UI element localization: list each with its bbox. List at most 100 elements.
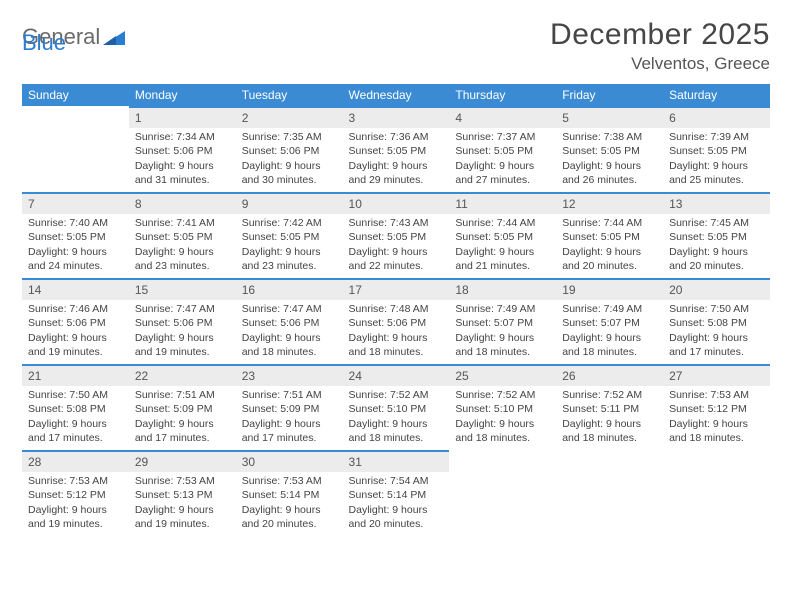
day-details: Sunrise: 7:50 AMSunset: 5:08 PMDaylight:… (663, 300, 770, 363)
day-number: 26 (556, 364, 663, 386)
day-number: 19 (556, 278, 663, 300)
sunrise-line: Sunrise: 7:45 AM (669, 216, 764, 230)
day-number: 11 (449, 192, 556, 214)
daylight-line: Daylight: 9 hours and 18 minutes. (669, 417, 764, 445)
sunset-line: Sunset: 5:05 PM (135, 230, 230, 244)
sunset-line: Sunset: 5:05 PM (242, 230, 337, 244)
daylight-line: Daylight: 9 hours and 22 minutes. (349, 245, 444, 273)
sunset-line: Sunset: 5:12 PM (28, 488, 123, 502)
daylight-line: Daylight: 9 hours and 23 minutes. (242, 245, 337, 273)
day-details: Sunrise: 7:53 AMSunset: 5:12 PMDaylight:… (663, 386, 770, 449)
sunrise-line: Sunrise: 7:38 AM (562, 130, 657, 144)
day-details: Sunrise: 7:46 AMSunset: 5:06 PMDaylight:… (22, 300, 129, 363)
day-number: 18 (449, 278, 556, 300)
day-details: Sunrise: 7:44 AMSunset: 5:05 PMDaylight:… (449, 214, 556, 277)
daylight-line: Daylight: 9 hours and 25 minutes. (669, 159, 764, 187)
daylight-line: Daylight: 9 hours and 26 minutes. (562, 159, 657, 187)
day-details: Sunrise: 7:47 AMSunset: 5:06 PMDaylight:… (236, 300, 343, 363)
day-details: Sunrise: 7:44 AMSunset: 5:05 PMDaylight:… (556, 214, 663, 277)
calendar-day-cell: .. (556, 450, 663, 536)
calendar-day-cell: 25Sunrise: 7:52 AMSunset: 5:10 PMDayligh… (449, 364, 556, 450)
day-details: Sunrise: 7:35 AMSunset: 5:06 PMDaylight:… (236, 128, 343, 191)
calendar-day-cell: 28 Sunrise: 7:53 AMSunset: 5:12 PMDayligh… (22, 450, 129, 536)
daylight-line: Daylight: 9 hours and 19 minutes. (28, 503, 123, 531)
calendar-day-cell: 9Sunrise: 7:42 AMSunset: 5:05 PMDaylight… (236, 192, 343, 278)
calendar-week-row: 21Sunrise: 7:50 AMSunset: 5:08 PMDayligh… (22, 364, 770, 450)
calendar-day-cell: 7Sunrise: 7:40 AMSunset: 5:05 PMDaylight… (22, 192, 129, 278)
month-title: December 2025 (550, 18, 770, 52)
calendar-day-cell: 2Sunrise: 7:35 AMSunset: 5:06 PMDaylight… (236, 106, 343, 192)
day-details: Sunrise: 7:36 AMSunset: 5:05 PMDaylight:… (343, 128, 450, 191)
calendar-week-row: 28Sunrise: 7:53 AMSunset: 5:12 PMDayligh… (22, 450, 770, 536)
day-number: 7 (22, 192, 129, 214)
daylight-line: Daylight: 9 hours and 18 minutes. (242, 331, 337, 359)
day-number: 22 (129, 364, 236, 386)
calendar-day-cell: 22Sunrise: 7:51 AMSunset: 5:09 PMDayligh… (129, 364, 236, 450)
day-details: Sunrise: 7:40 AMSunset: 5:05 PMDaylight:… (22, 214, 129, 277)
weekday-header: Saturday (663, 84, 770, 106)
day-details: Sunrise: 7:38 AMSunset: 5:05 PMDaylight:… (556, 128, 663, 191)
weekday-header: Thursday (449, 84, 556, 106)
sunset-line: Sunset: 5:05 PM (349, 230, 444, 244)
day-details: Sunrise: 7:49 AMSunset: 5:07 PMDaylight:… (556, 300, 663, 363)
sunset-line: Sunset: 5:05 PM (349, 144, 444, 158)
page-header: General December 2025 Velventos, Greece (22, 18, 770, 74)
daylight-line: Daylight: 9 hours and 20 minutes. (349, 503, 444, 531)
calendar-day-cell: 26Sunrise: 7:52 AMSunset: 5:11 PMDayligh… (556, 364, 663, 450)
day-number: 31 (343, 450, 450, 472)
day-details: Sunrise: 7:50 AMSunset: 5:08 PMDaylight:… (22, 386, 129, 449)
calendar-day-cell: 17Sunrise: 7:48 AMSunset: 5:06 PMDayligh… (343, 278, 450, 364)
day-details: Sunrise: 7:53 AMSunset: 5:13 PMDaylight:… (129, 472, 236, 535)
calendar-day-cell: 24Sunrise: 7:52 AMSunset: 5:10 PMDayligh… (343, 364, 450, 450)
logo-triangle-icon (103, 31, 125, 45)
title-block: December 2025 Velventos, Greece (550, 18, 770, 74)
day-number: 29 (129, 450, 236, 472)
day-number: 23 (236, 364, 343, 386)
day-details: Sunrise: 7:43 AMSunset: 5:05 PMDaylight:… (343, 214, 450, 277)
calendar-day-cell: 3Sunrise: 7:36 AMSunset: 5:05 PMDaylight… (343, 106, 450, 192)
calendar-day-cell: 18Sunrise: 7:49 AMSunset: 5:07 PMDayligh… (449, 278, 556, 364)
calendar-day-cell: 1Sunrise: 7:34 AMSunset: 5:06 PMDaylight… (129, 106, 236, 192)
day-number: 14 (22, 278, 129, 300)
calendar-day-cell: 8 Sunrise: 7:41 AMSunset: 5:05 PMDaylight… (129, 192, 236, 278)
sunrise-line: Sunrise: 7:50 AM (669, 302, 764, 316)
sunset-line: Sunset: 5:05 PM (669, 144, 764, 158)
day-details: Sunrise: 7:47 AMSunset: 5:06 PMDaylight:… (129, 300, 236, 363)
sunrise-line: Sunrise: 7:53 AM (28, 474, 123, 488)
daylight-line: Daylight: 9 hours and 23 minutes. (135, 245, 230, 273)
daylight-line: Daylight: 9 hours and 18 minutes. (562, 331, 657, 359)
sunset-line: Sunset: 5:11 PM (562, 402, 657, 416)
daylight-line: Daylight: 9 hours and 21 minutes. (455, 245, 550, 273)
day-details: Sunrise: 7:52 AMSunset: 5:11 PMDaylight:… (556, 386, 663, 449)
day-details: Sunrise: 7:34 AMSunset: 5:06 PMDaylight:… (129, 128, 236, 191)
day-number: 25 (449, 364, 556, 386)
sunset-line: Sunset: 5:14 PM (349, 488, 444, 502)
sunrise-line: Sunrise: 7:35 AM (242, 130, 337, 144)
day-details: Sunrise: 7:51 AMSunset: 5:09 PMDaylight:… (236, 386, 343, 449)
daylight-line: Daylight: 9 hours and 17 minutes. (669, 331, 764, 359)
sunset-line: Sunset: 5:05 PM (455, 230, 550, 244)
sunset-line: Sunset: 5:06 PM (349, 316, 444, 330)
sunrise-line: Sunrise: 7:49 AM (562, 302, 657, 316)
day-details: Sunrise: 7:49 AMSunset: 5:07 PMDaylight:… (449, 300, 556, 363)
weekday-header: Wednesday (343, 84, 450, 106)
daylight-line: Daylight: 9 hours and 18 minutes. (349, 331, 444, 359)
calendar-day-cell: 30Sunrise: 7:53 AMSunset: 5:14 PMDayligh… (236, 450, 343, 536)
day-number: 12 (556, 192, 663, 214)
calendar-day-cell: 15Sunrise: 7:47 AMSunset: 5:06 PMDayligh… (129, 278, 236, 364)
daylight-line: Daylight: 9 hours and 20 minutes. (562, 245, 657, 273)
sunrise-line: Sunrise: 7:47 AM (242, 302, 337, 316)
sunrise-line: Sunrise: 7:44 AM (455, 216, 550, 230)
sunset-line: Sunset: 5:05 PM (455, 144, 550, 158)
calendar-day-cell: 5Sunrise: 7:38 AMSunset: 5:05 PMDaylight… (556, 106, 663, 192)
calendar-day-cell: 29Sunrise: 7:53 AMSunset: 5:13 PMDayligh… (129, 450, 236, 536)
day-number: 1 (129, 106, 236, 128)
sunrise-line: Sunrise: 7:41 AM (135, 216, 230, 230)
day-number: 27 (663, 364, 770, 386)
day-number: 28 (22, 450, 129, 472)
sunrise-line: Sunrise: 7:34 AM (135, 130, 230, 144)
day-number: 8 (129, 192, 236, 214)
sunset-line: Sunset: 5:05 PM (669, 230, 764, 244)
calendar-day-cell: 4Sunrise: 7:37 AMSunset: 5:05 PMDaylight… (449, 106, 556, 192)
calendar-day-cell: 19Sunrise: 7:49 AMSunset: 5:07 PMDayligh… (556, 278, 663, 364)
